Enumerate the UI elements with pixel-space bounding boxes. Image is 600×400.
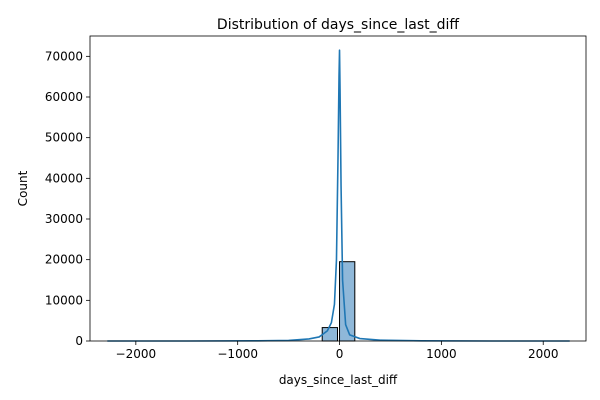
y-axis: 0 10000 20000 30000 40000 50000 60000 70000	[45, 49, 90, 348]
x-axis-label: days_since_last_diff	[279, 373, 398, 387]
bars-layer	[321, 261, 356, 342]
y-tick-label: 30000	[45, 212, 83, 226]
y-tick-label: 60000	[45, 90, 83, 104]
plot-frame	[89, 35, 587, 342]
y-axis-label: Count	[16, 170, 30, 206]
y-tick-label: 20000	[45, 253, 83, 267]
x-tick-label: 2000	[528, 347, 559, 361]
histogram-bar	[321, 327, 338, 342]
y-tick-label: 0	[75, 334, 83, 348]
x-tick-label: −2000	[116, 347, 157, 361]
y-tick-label: 50000	[45, 131, 83, 145]
chart-title: Distribution of days_since_last_diff	[217, 17, 460, 33]
x-tick-label: 1000	[426, 347, 457, 361]
y-tick-label: 70000	[45, 49, 83, 63]
x-axis: −2000 −1000 0 1000 2000	[116, 341, 559, 361]
y-tick-label: 40000	[45, 171, 83, 185]
kde-layer	[107, 49, 570, 342]
x-tick-label: −1000	[217, 347, 258, 361]
x-tick-label: 0	[336, 347, 344, 361]
y-tick-label: 10000	[45, 293, 83, 307]
kde-curve	[107, 49, 570, 342]
